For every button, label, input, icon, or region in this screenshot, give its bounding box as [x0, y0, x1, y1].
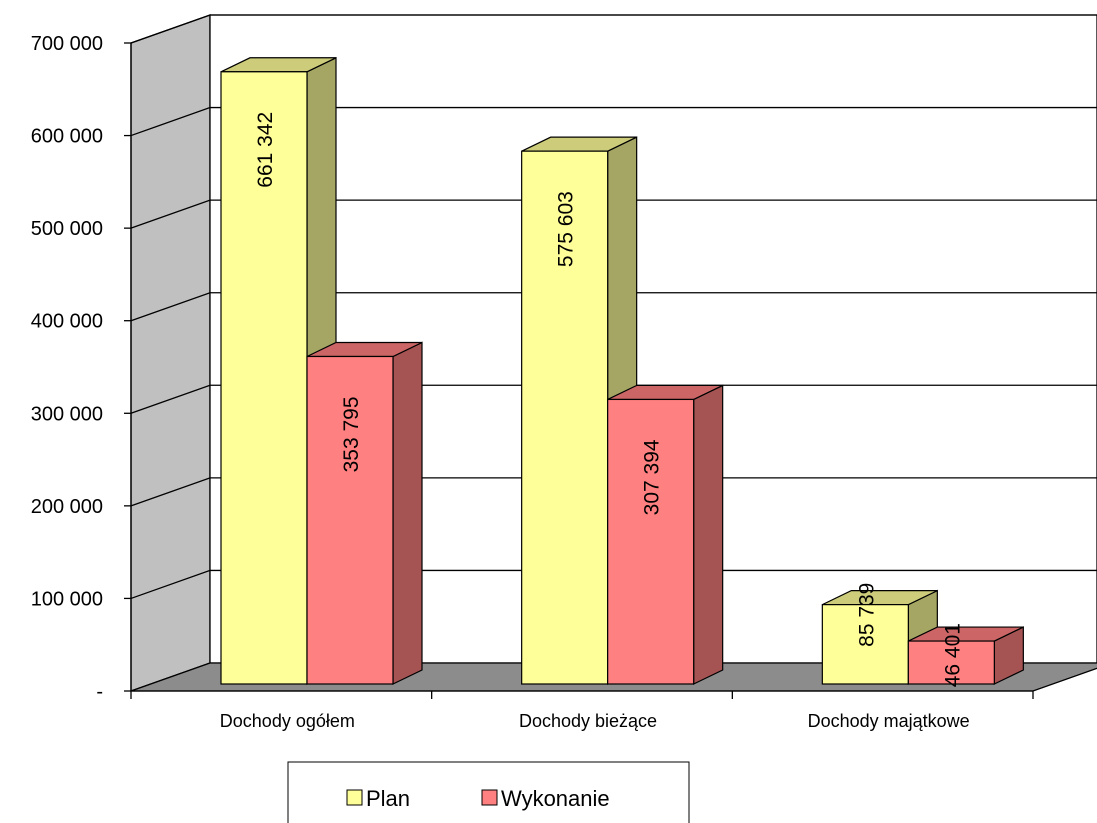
bar-side: [693, 384, 724, 685]
bar-wykonanie: 353 795: [306, 341, 423, 685]
y-tick-label: 400 000: [31, 311, 103, 333]
data-label: 85 739: [855, 583, 878, 647]
bar-front: [907, 640, 995, 685]
legend-label-plan: Plan: [366, 786, 410, 811]
bar-side: [392, 341, 423, 685]
data-label: 661 342: [254, 112, 277, 188]
bar-front: [306, 355, 394, 685]
legend: Plan Wykonanie: [287, 761, 690, 823]
y-tick-label: 200 000: [31, 496, 103, 518]
legend-label-wykonanie: Wykonanie: [501, 786, 610, 811]
legend-swatch-wykonanie: [481, 789, 498, 806]
y-tick-label: 100 000: [31, 588, 103, 610]
gridline: [130, 477, 1097, 507]
axes: [130, 43, 1034, 699]
data-label: 46 401: [941, 623, 964, 687]
data-label: 575 603: [555, 191, 578, 267]
bars: 661 342 353 795 575 603 307 394 85 739 46 401: [220, 56, 1024, 687]
gridline: [130, 14, 1097, 44]
gridline: [130, 199, 1097, 229]
gridline: [130, 569, 1097, 600]
bar-front: [821, 604, 909, 685]
bar-front: [607, 398, 695, 685]
bar-wykonanie: 46 401: [907, 623, 1024, 687]
bar-front: [521, 150, 609, 685]
y-tick-label: 500 000: [31, 218, 103, 240]
gridline: [130, 292, 1097, 322]
bar-front: [220, 71, 308, 685]
gridline: [130, 384, 1097, 414]
data-label: 353 795: [340, 396, 363, 472]
bar-wykonanie: 307 394: [607, 384, 724, 685]
y-tick-label: 700 000: [31, 33, 103, 55]
gridline: [130, 106, 1097, 137]
bar-plan: 85 739: [821, 583, 938, 685]
category-label: Dochody majątkowe: [808, 711, 970, 731]
y-tick-label: 300 000: [31, 403, 103, 425]
y-tick-label: -: [96, 681, 103, 703]
category-label: Dochody ogółem: [220, 711, 355, 731]
data-label: 307 394: [641, 439, 664, 515]
y-tick-label: 600 000: [31, 126, 103, 148]
gridlines: [130, 14, 1097, 600]
side-wall: [130, 14, 211, 692]
legend-swatch-plan: [346, 789, 363, 806]
x-axis-labels: Dochody ogółem Dochody bieżące Dochody maj…: [220, 711, 970, 731]
category-label: Dochody bieżące: [519, 711, 657, 731]
y-axis-ticks: - 100 000 200 000 300 000 400 000 500 000 600 …: [31, 33, 131, 703]
